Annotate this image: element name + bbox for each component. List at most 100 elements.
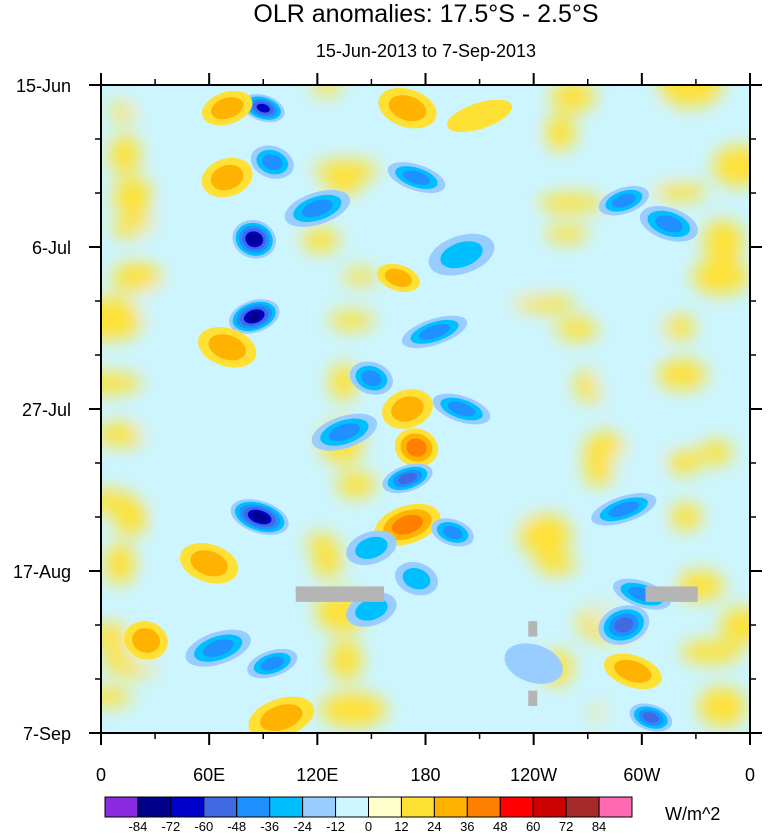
field-patch [456,622,511,650]
anomaly-feature [311,413,378,451]
field-patch [698,686,747,727]
contour-level [355,536,388,559]
field-patch [657,359,707,391]
field-patch [595,357,639,401]
contour-level [655,215,683,233]
field-patch [464,318,532,356]
contour-level [608,501,640,517]
anomaly-feature [198,326,257,368]
colorbar-label: 48 [493,819,507,834]
chart-subtitle: 15-Jun-2013 to 7-Sep-2013 [316,41,536,61]
field-patch [536,193,605,213]
contour-level [208,334,246,361]
contour-level [419,324,450,340]
field-patch [700,439,732,466]
anomaly-feature [349,361,393,395]
colorbar-label: -72 [161,819,180,834]
field-patch [517,513,572,557]
field-patch [455,559,494,597]
field-patch [510,702,542,724]
contour-level [248,234,260,245]
anomaly-feature [346,530,397,566]
contour-level [388,95,427,122]
anomaly-feature [180,542,239,584]
contour-level [355,598,388,621]
anomaly-feature [247,648,298,679]
anomaly-feature [378,87,437,129]
field-patch [543,225,590,243]
colorbar-swatch [302,796,337,818]
field-patch [137,408,196,446]
colorbar-swatch [335,796,369,818]
field-patch [480,405,538,427]
y-tick-label: 6-Jul [32,238,71,258]
contour-level [402,170,431,185]
colorbar-label: -48 [227,819,246,834]
x-tick-label: 60E [193,765,225,785]
colorbar-swatch [532,796,567,818]
contour-level [247,311,261,321]
contour-level [402,568,431,590]
contour-level [301,199,333,218]
colorbar-swatch [170,796,205,818]
anomaly-feature [639,206,698,242]
anomaly-feature [377,263,420,292]
anomaly-feature [382,463,433,494]
colorbar: -84 -72 -60 -48 -36 -24 -12 0 12 24 36 48 60 72 84 W/m^… [104,796,720,834]
colorbar-swatch [236,796,271,818]
y-tick-label: 17-Aug [13,562,71,582]
contour-level [210,164,244,191]
colorbar-label: -24 [293,819,312,834]
contour-level [611,193,636,208]
field-patch [310,85,343,96]
field-patch [336,471,377,498]
contour-level [251,512,268,522]
field-patch [712,145,750,187]
field-patch [112,177,154,216]
field-patch [535,553,578,575]
field-patch [611,450,661,475]
colorbar-swatch [400,796,435,818]
anomaly-feature [603,653,662,690]
contour-level [614,617,634,633]
field-patch [555,318,599,341]
field-patch [312,545,343,579]
anomaly-feature [504,643,563,684]
field-patch [113,498,148,536]
colorbar-label: 12 [394,819,408,834]
colorbar-swatch [203,796,238,818]
contour-level [398,472,417,484]
contour-level [391,514,424,535]
colorbar-label: -84 [129,819,148,834]
field-patch [171,707,210,733]
field-patch [691,258,750,295]
colorbar-label: 72 [559,819,573,834]
colorbar-label: 60 [526,819,540,834]
colorbar-label: 0 [365,819,372,834]
colorbar-swatch [466,796,501,818]
field-patch [319,692,388,728]
x-tick-label: 0 [96,765,106,785]
contour-level [642,712,659,723]
y-tick-label: 7-Sep [23,724,71,744]
contour-level [447,401,476,417]
field-patch [623,97,657,125]
field-patch [136,284,203,328]
field-patch [582,463,615,486]
colorbar-units: W/m^2 [665,804,720,824]
anomaly-feature [394,562,438,596]
colorbar-label: 24 [427,819,441,834]
field-patch [626,150,678,182]
field-patch [441,357,490,402]
field-patch [323,165,365,195]
field-patch [651,183,707,201]
field-patch [104,543,136,586]
field-patch [720,606,750,644]
missing-data-patch [528,690,538,706]
field-patch [611,300,659,320]
contour-level [406,438,427,457]
field-patch [625,428,678,447]
x-tick-label: 0 [745,765,755,785]
anomaly-feature [591,493,657,526]
axes: 0 60E 120E 180 120W 60W 0 15-Jun 6-Jul 27-Jul 17-A… [13,73,762,785]
